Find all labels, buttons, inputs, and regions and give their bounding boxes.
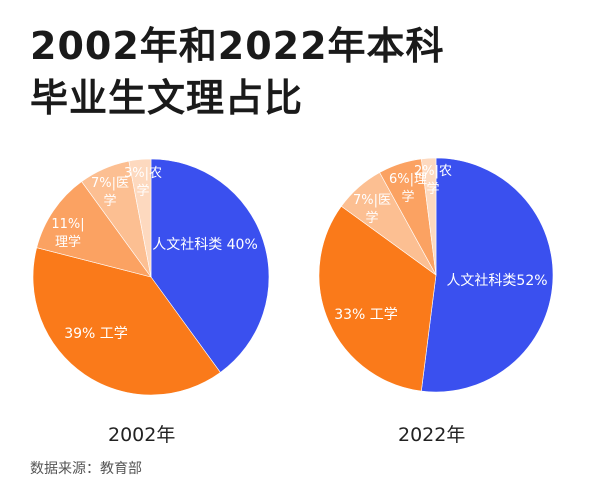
slice-label-1-2: 7%|医学 xyxy=(353,193,392,226)
pie-slice-0-0 xyxy=(150,158,270,373)
pie-slice-1-0 xyxy=(421,157,554,393)
source-note: 数据来源：教育部 xyxy=(30,461,142,477)
slice-label-0-0: 人文社科类 40% xyxy=(152,237,258,253)
slice-label-1-4: 2%|农学 xyxy=(414,164,453,197)
pie-label-2002: 2002年 xyxy=(108,424,176,446)
slice-label-1-1: 33% 工学 xyxy=(334,307,398,323)
slice-label-0-1: 39% 工学 xyxy=(64,326,128,342)
slice-label-0-2: 11%|理学 xyxy=(51,217,85,250)
pie-label-2022: 2022年 xyxy=(398,424,466,446)
pie-slice-1-4 xyxy=(421,157,437,276)
title-line-1: 2002年和2022年本科 xyxy=(30,24,445,68)
chart-title: 2002年和2022年本科 毕业生文理占比 xyxy=(30,20,445,124)
title-line-2: 毕业生文理占比 xyxy=(30,76,304,120)
slice-label-1-0: 人文社科类52% xyxy=(446,273,547,289)
slice-label-0-3: 7%|医学 xyxy=(91,176,130,209)
pie-slice-1-1 xyxy=(318,205,437,392)
pie-slice-0-1 xyxy=(32,247,221,396)
pie-slice-0-4 xyxy=(128,158,152,278)
pie-slice-0-2 xyxy=(36,181,152,278)
slice-label-0-4: 3%|农学 xyxy=(124,166,163,199)
slice-label-1-3: 6%|理学 xyxy=(389,172,428,205)
